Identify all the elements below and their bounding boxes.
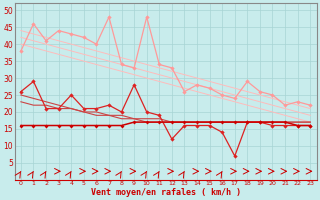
X-axis label: Vent moyen/en rafales ( km/h ): Vent moyen/en rafales ( km/h ) — [91, 188, 241, 197]
